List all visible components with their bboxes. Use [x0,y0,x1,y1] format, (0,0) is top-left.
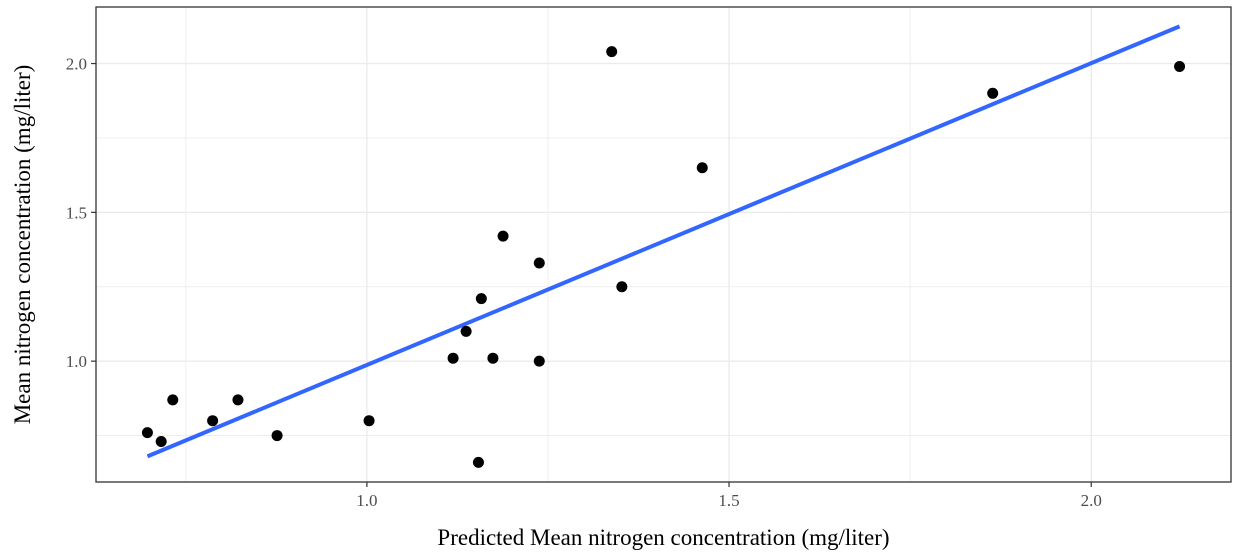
y-axis-ticks: 1.0 1.5 2.0 [66,55,96,371]
y-axis-title: Mean nitrogen concentration (mg/liter) [10,65,35,425]
major-gridlines [96,7,1231,482]
data-point [987,87,999,99]
x-tick-label: 1.0 [356,491,377,510]
regression-line [146,24,1181,459]
data-point [141,427,153,439]
data-point [207,415,219,427]
x-tick-label: 2.0 [1081,491,1102,510]
data-point [475,293,487,305]
data-point [497,230,509,242]
data-point [232,394,244,406]
data-point [271,430,283,442]
x-tick-label: 1.5 [718,491,739,510]
data-point [155,436,167,448]
data-point [1174,61,1186,73]
data-point [533,257,545,269]
minor-gridlines [96,7,1231,482]
y-tick-label: 1.5 [66,203,87,222]
y-tick-label: 1.0 [66,352,87,371]
data-point [363,415,375,427]
data-point [606,46,618,58]
panel-border [95,6,1232,483]
x-axis-title: Predicted Mean nitrogen concentration (m… [437,525,889,550]
data-points-layer [141,46,1186,468]
x-axis-ticks: 1.0 1.5 2.0 [356,482,1102,510]
data-point [460,325,472,337]
y-tick-label: 2.0 [66,55,87,74]
data-point [616,281,628,293]
data-point [487,352,499,364]
data-point [167,394,179,406]
regression-line-layer [146,24,1181,459]
data-point [696,162,708,174]
data-point [447,352,459,364]
data-point [533,355,545,367]
data-point [472,456,484,468]
